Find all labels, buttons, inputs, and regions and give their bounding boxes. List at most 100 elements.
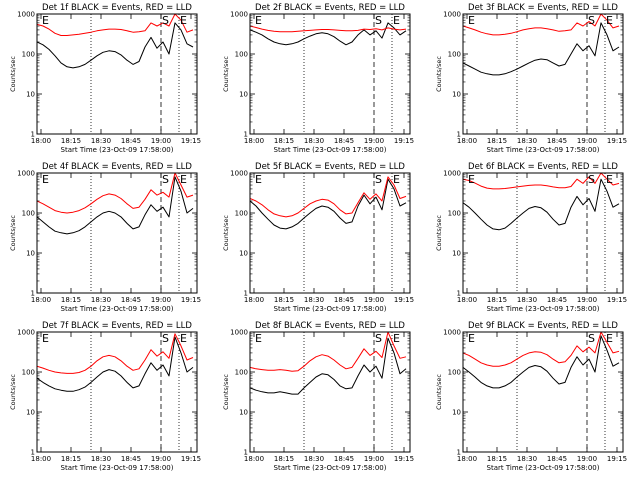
x-tick-label: 18:15 <box>61 137 81 145</box>
series-lld-line <box>250 332 407 372</box>
series-group <box>37 173 194 235</box>
series-group <box>463 14 620 76</box>
event-marker-label: S <box>588 173 595 186</box>
y-tick-label: 1 <box>31 449 35 457</box>
x-axis-label: Start Time (23-Oct-09 17:58:00) <box>487 146 600 154</box>
reference-lines <box>516 332 606 452</box>
series-events-line <box>463 178 620 231</box>
x-tick-label: 18:45 <box>334 137 354 145</box>
plot-frame <box>249 13 411 135</box>
y-axis-label: Counts/sec <box>9 374 17 410</box>
y-tick-label: 1000 <box>443 11 461 19</box>
y-tick-label: 1000 <box>17 170 35 178</box>
x-tick-label: 18:30 <box>517 137 537 145</box>
reference-lines <box>516 173 606 293</box>
x-axis-label: Start Time (23-Oct-09 17:58:00) <box>61 146 174 154</box>
y-tick-label: 1000 <box>230 329 248 337</box>
series-lld-line <box>37 14 194 36</box>
x-tick-label: 18:15 <box>274 137 294 145</box>
y-tick-label: 100 <box>22 210 35 218</box>
event-marker-label: E <box>180 173 187 186</box>
y-tick-label: 100 <box>22 51 35 59</box>
y-tick-label: 100 <box>235 210 248 218</box>
series-events-line <box>250 178 407 230</box>
series-lld-line <box>463 14 620 36</box>
x-tick-label: 18:30 <box>517 296 537 304</box>
x-tick-label: 19:15 <box>394 455 414 463</box>
event-marker-label: S <box>162 173 169 186</box>
event-marker-label: E <box>468 173 475 186</box>
x-tick-label: 18:00 <box>457 137 477 145</box>
chart-panel-1: Det 1f BLACK = Events, RED = LLD 1 10 100 10… <box>9 3 201 154</box>
y-tick-label: 10 <box>239 409 248 417</box>
y-tick-label: 1 <box>244 290 248 298</box>
chart-title: Det 5f BLACK = Events, RED = LLD <box>255 162 405 172</box>
plot-frame <box>462 13 624 135</box>
x-tick-label: 19:00 <box>151 137 171 145</box>
series-lld-line <box>250 176 407 218</box>
y-tick-label: 1 <box>31 131 35 139</box>
chart-panel-8: Det 8f BLACK = Events, RED = LLD 1 10 100 10… <box>222 321 414 472</box>
y-axis-label: Counts/sec <box>222 56 230 92</box>
y-tick-label: 10 <box>239 250 248 258</box>
y-tick-label: 10 <box>26 250 35 258</box>
x-tick-label: 18:15 <box>274 455 294 463</box>
x-tick-label: 18:15 <box>61 296 81 304</box>
y-axis-label: Counts/sec <box>222 374 230 410</box>
event-marker-label: E <box>180 332 187 345</box>
x-tick-label: 18:45 <box>547 455 567 463</box>
chart-panel-6: Det 6f BLACK = Events, RED = LLD 1 10 100 10… <box>435 162 627 313</box>
series-events-line <box>463 22 620 76</box>
series-lld-line <box>37 333 194 374</box>
series-events-line <box>37 336 194 392</box>
x-tick-label: 18:15 <box>487 296 507 304</box>
x-tick-label: 18:00 <box>31 137 51 145</box>
event-marker-label: S <box>162 332 169 345</box>
x-tick-label: 19:15 <box>607 296 627 304</box>
x-tick-label: 18:45 <box>547 137 567 145</box>
x-tick-label: 18:45 <box>121 455 141 463</box>
chart-title: Det 4f BLACK = Events, RED = LLD <box>42 162 192 172</box>
x-tick-label: 19:15 <box>607 137 627 145</box>
series-lld-line <box>250 25 407 33</box>
chart-title: Det 2f BLACK = Events, RED = LLD <box>255 3 405 13</box>
y-tick-label: 10 <box>452 409 461 417</box>
x-tick-label: 18:45 <box>121 137 141 145</box>
event-marker-label: E <box>606 14 613 27</box>
x-tick-label: 19:15 <box>607 455 627 463</box>
x-tick-label: 19:00 <box>364 296 384 304</box>
x-tick-label: 18:45 <box>334 296 354 304</box>
x-tick-label: 18:30 <box>91 296 111 304</box>
y-tick-label: 1000 <box>230 170 248 178</box>
event-marker-label: E <box>606 332 613 345</box>
x-tick-label: 18:30 <box>304 137 324 145</box>
y-tick-label: 1 <box>457 131 461 139</box>
plot-frame <box>249 172 411 294</box>
y-tick-label: 1 <box>244 131 248 139</box>
x-tick-label: 19:00 <box>364 137 384 145</box>
y-tick-label: 10 <box>452 91 461 99</box>
series-group <box>250 176 407 230</box>
series-lld-line <box>463 173 620 190</box>
event-marker-label: E <box>393 14 400 27</box>
chart-panel-9: Det 9f BLACK = Events, RED = LLD 1 10 100 10… <box>435 321 627 472</box>
x-tick-label: 18:15 <box>487 137 507 145</box>
chart-title: Det 6f BLACK = Events, RED = LLD <box>468 162 618 172</box>
x-tick-label: 19:00 <box>151 455 171 463</box>
series-group <box>463 332 620 389</box>
y-tick-label: 1000 <box>17 329 35 337</box>
event-marker-label: E <box>393 332 400 345</box>
x-tick-label: 18:30 <box>304 455 324 463</box>
y-axis-label: Counts/sec <box>9 215 17 251</box>
y-tick-label: 10 <box>239 91 248 99</box>
reference-lines <box>303 173 393 293</box>
plot-frame <box>462 172 624 294</box>
y-tick-label: 1000 <box>17 11 35 19</box>
series-events-line <box>37 22 194 69</box>
y-axis-label: Counts/sec <box>435 215 443 251</box>
x-tick-label: 18:00 <box>31 296 51 304</box>
chart-panel-2: Det 2f BLACK = Events, RED = LLD 1 10 100 10… <box>222 3 414 154</box>
x-tick-label: 18:30 <box>91 137 111 145</box>
reference-lines <box>303 14 393 134</box>
